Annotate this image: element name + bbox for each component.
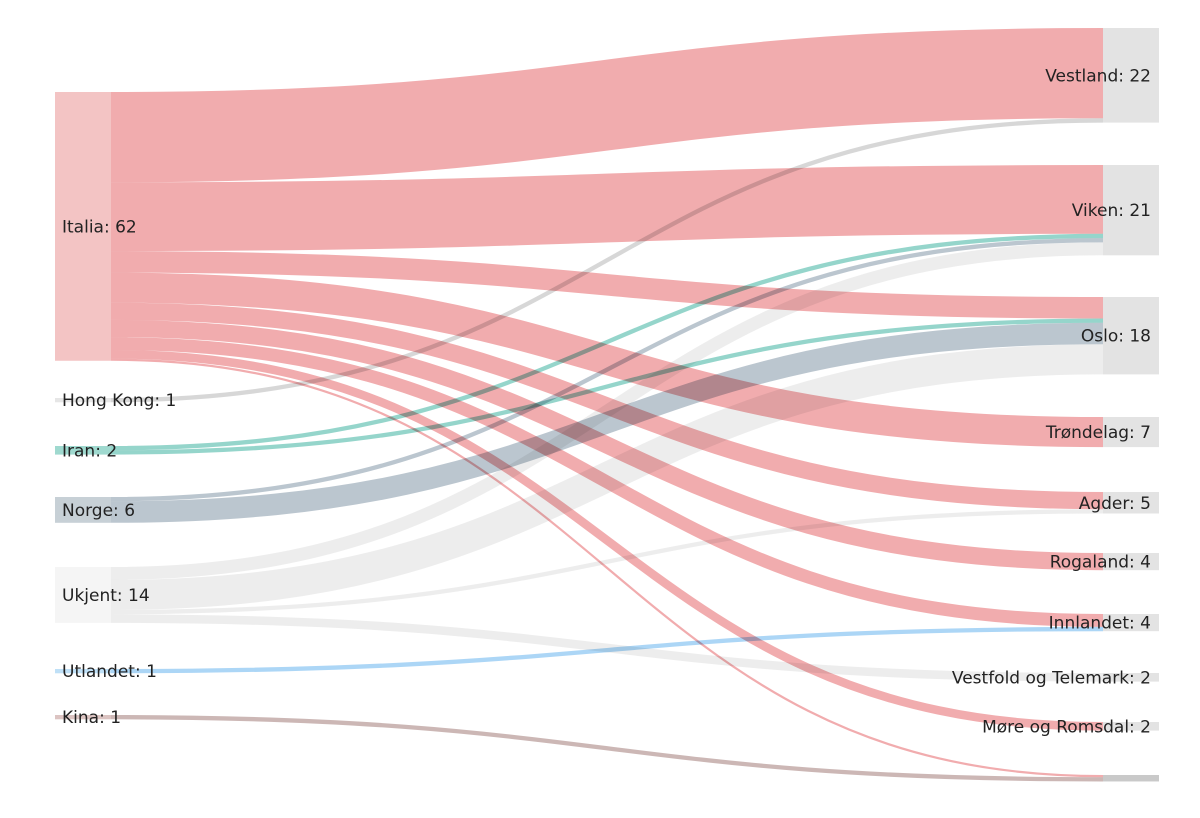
- source-node-iran[interactable]: [55, 446, 111, 455]
- link-italia-to-more-og-romsdal[interactable]: [110, 350, 1104, 731]
- source-node-hong-kong[interactable]: [55, 398, 111, 403]
- target-node-trondelag[interactable]: [1103, 417, 1159, 448]
- link-kina-to-unlabeled[interactable]: [110, 715, 1104, 782]
- source-node-ukjent[interactable]: [55, 567, 111, 623]
- source-node-italia[interactable]: [55, 92, 111, 361]
- target-node-vestfold-og-telemark[interactable]: [1103, 673, 1159, 682]
- source-label-ukjent: Ukjent: 14: [62, 586, 150, 606]
- target-node-rogaland[interactable]: [1103, 553, 1159, 571]
- labels-layer: Italia: 62 Hong Kong: 1 Iran: 2 Norge: 6 Ukj…: [62, 66, 1151, 737]
- target-label-more-og-romsdal: Møre og Romsdal: 2: [982, 717, 1151, 737]
- target-label-agder: Agder: 5: [1079, 494, 1151, 514]
- links-layer: [110, 28, 1104, 782]
- source-node-norge[interactable]: [55, 497, 111, 523]
- link-italia-to-vestland[interactable]: [110, 28, 1104, 183]
- target-node-viken[interactable]: [1103, 165, 1159, 256]
- nodes-layer: [55, 28, 1159, 782]
- target-label-innlandet: Innlandet: 4: [1049, 614, 1151, 634]
- target-node-oslo[interactable]: [1103, 297, 1159, 375]
- link-ukjent-to-agder[interactable]: [110, 509, 1104, 615]
- target-node-unlabeled[interactable]: [1103, 775, 1159, 782]
- link-hong-kong-to-vestland[interactable]: [110, 118, 1104, 403]
- link-iran-to-oslo[interactable]: [110, 318, 1104, 455]
- source-node-utlandet[interactable]: [55, 669, 111, 674]
- source-label-italia: Italia: 62: [62, 217, 137, 237]
- link-italia-to-rogaland[interactable]: [110, 319, 1104, 571]
- link-iran-to-viken[interactable]: [110, 233, 1104, 451]
- link-ukjent-to-oslo[interactable]: [110, 344, 1104, 610]
- source-label-utlandet: Utlandet: 1: [62, 662, 157, 682]
- target-node-innlandet[interactable]: [1103, 614, 1159, 632]
- link-italia-to-oslo[interactable]: [110, 251, 1104, 319]
- source-label-hong-kong: Hong Kong: 1: [62, 391, 176, 411]
- target-node-more-og-romsdal[interactable]: [1103, 722, 1159, 731]
- target-label-trondelag: Trøndelag: 7: [1045, 423, 1151, 443]
- link-ukjent-to-viken[interactable]: [110, 242, 1104, 580]
- source-node-kina[interactable]: [55, 715, 111, 720]
- link-norge-to-oslo[interactable]: [110, 322, 1104, 523]
- target-label-vestfold-og-telemark: Vestfold og Telemark: 2: [952, 668, 1151, 688]
- link-norge-to-viken[interactable]: [110, 238, 1104, 502]
- source-label-iran: Iran: 2: [62, 441, 117, 461]
- source-label-kina: Kina: 1: [62, 708, 121, 728]
- source-label-norge: Norge: 6: [62, 501, 135, 521]
- target-label-viken: Viken: 21: [1072, 201, 1151, 221]
- link-italia-to-trondelag[interactable]: [110, 272, 1104, 448]
- link-italia-to-viken[interactable]: [110, 165, 1104, 252]
- target-node-agder[interactable]: [1103, 492, 1159, 514]
- target-label-oslo: Oslo: 18: [1081, 327, 1151, 347]
- link-utlandet-to-innlandet[interactable]: [110, 626, 1104, 674]
- target-node-vestland[interactable]: [1103, 28, 1159, 123]
- target-label-rogaland: Rogaland: 4: [1050, 553, 1151, 573]
- target-label-vestland: Vestland: 22: [1045, 66, 1151, 86]
